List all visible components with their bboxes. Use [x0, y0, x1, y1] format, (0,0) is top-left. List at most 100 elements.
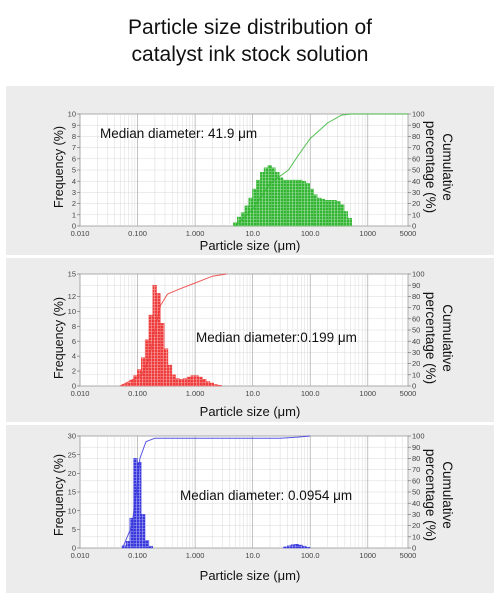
y-tick-label: 4 — [72, 177, 76, 186]
histogram-bar — [294, 544, 299, 549]
y2-tick-label: 0 — [412, 382, 416, 391]
y2-tick-label: 40 — [412, 499, 420, 508]
y2-tick-label: 70 — [412, 465, 420, 474]
y2-axis-label-line-1: Cumulative — [440, 461, 455, 529]
y2-tick-label: 20 — [412, 359, 420, 368]
y2-tick-label: 60 — [412, 154, 420, 163]
y-tick-label: 6 — [72, 154, 76, 163]
histogram-bar — [332, 200, 337, 227]
y2-tick-label: 70 — [412, 143, 420, 152]
histogram-bar — [343, 211, 349, 227]
y-axis-label: Frequency (%) — [52, 297, 66, 379]
histogram-bar — [198, 376, 203, 387]
y-tick-label: 0 — [72, 544, 76, 553]
y-tick-label: 9 — [72, 121, 76, 130]
x-tick-label: 0.100 — [128, 551, 147, 560]
histogram-bar — [144, 540, 150, 549]
histogram-bar — [133, 458, 138, 549]
y2-axis-label-line-1: Cumulative — [440, 304, 455, 372]
y2-tick-label: 10 — [412, 370, 420, 379]
histogram-bar — [141, 514, 146, 549]
histogram-bar — [179, 379, 184, 387]
x-tick-label: 1000 — [359, 551, 376, 560]
y2-tick-label: 50 — [412, 166, 420, 175]
histogram-bar — [129, 517, 134, 549]
y2-tick-label: 80 — [412, 454, 420, 463]
x-tick-label: 1000 — [359, 229, 376, 238]
y-tick-label: 1 — [72, 210, 76, 219]
chart-panel-green: 0.010 0.100 1.000 10.0 100.0 1000 5000 0 1 2 3 4 5 6 7… — [6, 86, 494, 255]
y-tick-label: 8 — [72, 132, 76, 141]
y2-axis-label: Cumulative percentage (%) — [422, 121, 456, 213]
histogram-bar — [186, 376, 192, 387]
median-annotation: Median diameter:0.199 μm — [196, 330, 357, 345]
y2-axis-label-line-1: Cumulative — [440, 133, 455, 201]
y2-tick-label: 30 — [412, 348, 420, 357]
x-axis-label: Particle size (μm) — [199, 238, 301, 253]
x-tick-label: 1000 — [359, 389, 376, 398]
x-tick-label: 0.010 — [71, 229, 90, 238]
x-tick-label: 10.0 — [245, 551, 260, 560]
y2-tick-label: 20 — [412, 199, 420, 208]
histogram-bar — [205, 381, 211, 387]
histogram-bar — [167, 364, 173, 387]
histogram-bar — [260, 172, 265, 227]
y-tick-label: 15 — [68, 488, 76, 497]
y2-tick-label: 30 — [412, 188, 420, 197]
histogram-bar — [317, 197, 322, 227]
y-tick-label: 10 — [68, 506, 76, 515]
y2-tick-label: 10 — [412, 210, 420, 219]
histogram-bar — [125, 541, 131, 549]
figure-title-line-1: Particle size distribution of — [128, 16, 372, 39]
y2-tick-label: 50 — [412, 488, 420, 497]
y-axis-label: Frequency (%) — [52, 126, 66, 208]
y2-tick-label: 100 — [412, 270, 425, 279]
x-axis-label: Particle size (μm) — [199, 404, 301, 419]
chart-panel-blue: 0.010 0.100 1.000 10.0 100.0 1000 5000 0 5 10 15 20… — [6, 425, 494, 593]
y2-tick-label: 80 — [412, 292, 420, 301]
y-tick-label: 2 — [72, 199, 76, 208]
x-tick-label: 10.0 — [245, 389, 260, 398]
histogram-bar — [301, 180, 307, 227]
histogram-bar — [275, 172, 280, 227]
x-tick-label: 5000 — [400, 229, 417, 238]
y2-tick-label: 60 — [412, 314, 420, 323]
histogram-bar — [298, 544, 303, 549]
y2-tick-label: 30 — [412, 510, 420, 519]
y2-tick-label: 60 — [412, 476, 420, 485]
histogram-bar — [305, 183, 310, 227]
x-tick-label: 0.010 — [71, 551, 90, 560]
histogram-bar — [217, 385, 222, 387]
y2-axis-label-line-2: percentage (%) — [423, 120, 438, 214]
y-tick-label: 6 — [72, 337, 76, 346]
cumulative-curve — [122, 435, 311, 549]
y-tick-label: 20 — [68, 469, 76, 478]
histogram-bar — [125, 382, 131, 387]
histogram-bar — [324, 200, 330, 227]
histogram-bar — [286, 179, 291, 227]
histogram-bar — [283, 546, 288, 549]
x-axis-label: Particle size (μm) — [199, 568, 301, 583]
y-tick-label: 0 — [72, 222, 76, 231]
y2-tick-label: 10 — [412, 532, 420, 541]
histogram-bar — [209, 382, 215, 387]
histogram-bar — [298, 179, 303, 227]
histogram-bar — [190, 375, 195, 387]
y2-tick-label: 40 — [412, 177, 420, 186]
y2-tick-label: 40 — [412, 337, 420, 346]
histogram-bar — [290, 179, 295, 227]
y-tick-label: 15 — [68, 270, 76, 279]
y-tick-label: 7 — [72, 143, 76, 152]
figure-title-line-2: catalyst ink stock solution — [131, 43, 369, 66]
histogram-bar — [287, 545, 292, 549]
histogram-bar — [294, 179, 299, 227]
histogram-bar — [271, 167, 276, 227]
figure-title: Particle size distribution of catalyst i… — [0, 14, 500, 68]
y2-tick-label: 70 — [412, 303, 420, 312]
y2-tick-label: 100 — [412, 432, 425, 441]
histogram-bar — [148, 545, 153, 549]
y-tick-label: 4 — [72, 352, 76, 361]
x-tick-label: 0.100 — [128, 229, 147, 238]
cumulative-curve — [119, 273, 227, 387]
y2-tick-label: 20 — [412, 521, 420, 530]
